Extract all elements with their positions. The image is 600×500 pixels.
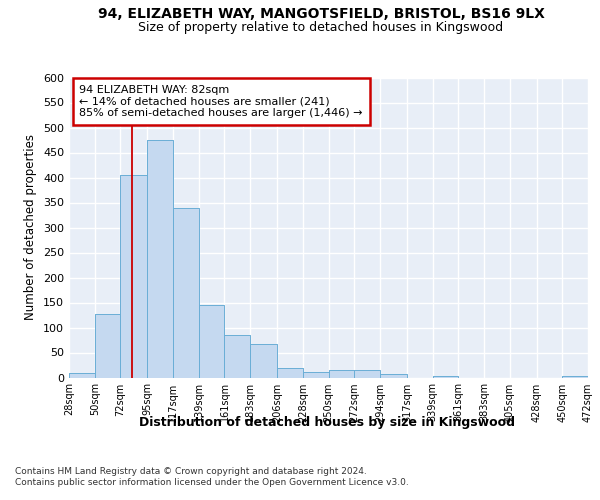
Text: 94, ELIZABETH WAY, MANGOTSFIELD, BRISTOL, BS16 9LX: 94, ELIZABETH WAY, MANGOTSFIELD, BRISTOL…: [98, 8, 544, 22]
Y-axis label: Number of detached properties: Number of detached properties: [25, 134, 37, 320]
Text: 94 ELIZABETH WAY: 82sqm
← 14% of detached houses are smaller (241)
85% of semi-d: 94 ELIZABETH WAY: 82sqm ← 14% of detache…: [79, 85, 363, 118]
Text: Size of property relative to detached houses in Kingswood: Size of property relative to detached ho…: [139, 21, 503, 34]
Text: Contains HM Land Registry data © Crown copyright and database right 2024.
Contai: Contains HM Land Registry data © Crown c…: [15, 468, 409, 487]
Text: Distribution of detached houses by size in Kingswood: Distribution of detached houses by size …: [139, 416, 515, 429]
